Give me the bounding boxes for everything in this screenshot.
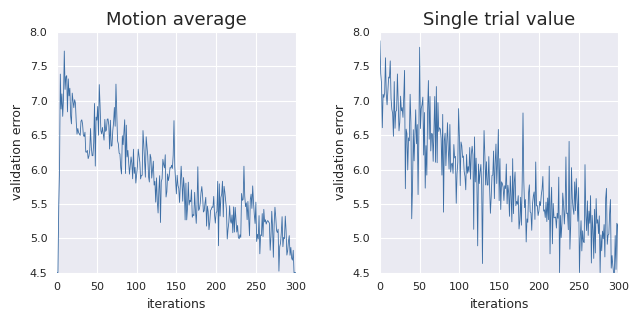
Title: Motion average: Motion average [106,11,247,29]
Y-axis label: validation error: validation error [334,104,347,200]
Title: Single trial value: Single trial value [423,11,575,29]
Y-axis label: validation error: validation error [11,104,24,200]
X-axis label: iterations: iterations [147,298,206,311]
X-axis label: iterations: iterations [470,298,529,311]
